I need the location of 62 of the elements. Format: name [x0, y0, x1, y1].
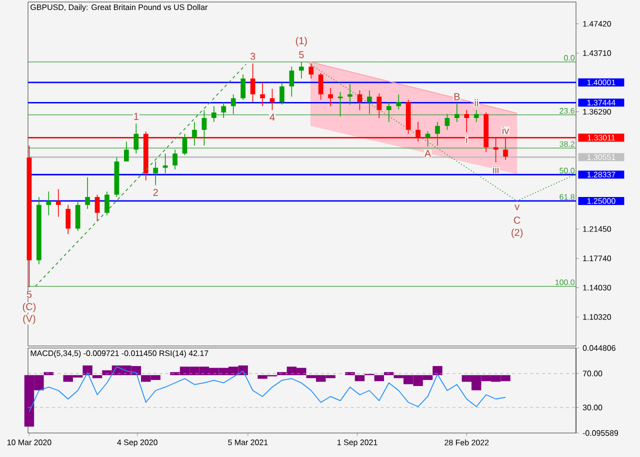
candlestick: [454, 103, 460, 122]
candlestick: [192, 122, 197, 146]
annotation: C: [514, 216, 520, 224]
candlestick: [182, 133, 188, 156]
annotation: 3: [250, 52, 256, 60]
bar: [82, 365, 92, 376]
candlestick: [104, 191, 110, 216]
candlestick: [474, 110, 479, 122]
candlestick: [240, 74, 246, 100]
annotation: 2: [153, 188, 158, 196]
annotation: iii: [493, 166, 498, 174]
annotation: 4: [270, 114, 275, 121]
candlestick: [298, 61, 304, 79]
candlestick: [308, 63, 314, 79]
candlestick: [367, 90, 372, 114]
candlestick: [94, 194, 100, 222]
candlestick: [211, 106, 216, 122]
annotation: 5: [26, 290, 32, 298]
annotation: (C): [22, 302, 36, 312]
bar: [374, 375, 384, 382]
candlestick: [75, 200, 80, 232]
candlestick: [396, 94, 402, 110]
annotation: i: [466, 136, 468, 144]
candlestick: [444, 114, 450, 130]
candlestick: [270, 88, 275, 110]
candlestick: [172, 149, 178, 170]
candlestick: [328, 88, 333, 107]
annotation: B: [454, 93, 460, 100]
annotation: iv: [502, 126, 510, 134]
annotation: A: [424, 150, 432, 158]
candlestick: [386, 102, 392, 122]
annotation: (V): [23, 314, 36, 324]
bar: [432, 366, 442, 376]
candlestick: [289, 66, 294, 98]
candlestick: [260, 82, 265, 107]
candlestick: [250, 63, 256, 103]
annotation: 5: [299, 51, 304, 58]
candlestick: [124, 141, 129, 162]
candlestick: [435, 122, 440, 146]
annotation: (1): [296, 36, 307, 46]
annotation: ii: [474, 99, 478, 106]
candlestick: [318, 72, 324, 100]
candlestick: [230, 94, 236, 114]
candlestick: [202, 110, 207, 146]
bar: [92, 375, 102, 378]
candlestick: [56, 188, 61, 218]
candlestick: [464, 110, 470, 133]
candlestick: [221, 102, 226, 118]
candlestick: [153, 161, 158, 186]
candlestick: [134, 123, 139, 154]
bar: [354, 375, 365, 382]
line-series: [28, 366, 506, 412]
candlestick: [46, 191, 52, 216]
candlestick: [162, 153, 168, 174]
candlestick: [280, 82, 284, 105]
annotation: v: [514, 204, 520, 210]
candlestick: [425, 131, 430, 147]
candlestick: [85, 176, 90, 210]
annotation: 1: [134, 112, 138, 120]
candlestick: [66, 204, 71, 235]
candlestick: [376, 93, 382, 118]
annotation: (2): [512, 228, 523, 238]
